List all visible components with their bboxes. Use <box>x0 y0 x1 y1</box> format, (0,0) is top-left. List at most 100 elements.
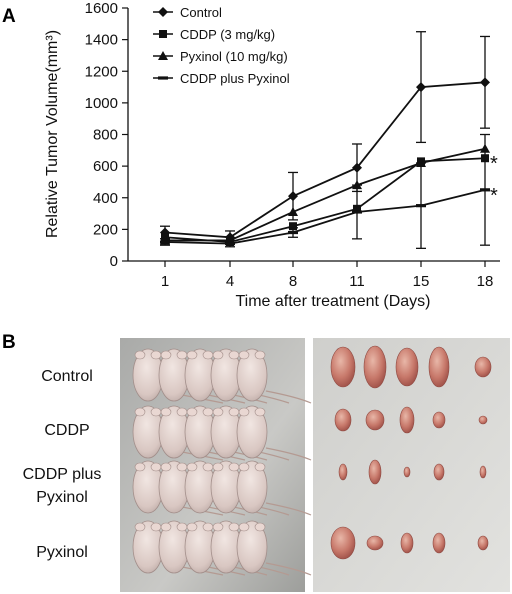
tumor <box>330 346 356 388</box>
series-line <box>164 157 486 243</box>
mouse-ear <box>254 462 266 472</box>
series-line <box>164 81 486 239</box>
mouse-ear <box>238 407 250 417</box>
mouse <box>236 405 268 459</box>
data-point <box>160 240 170 244</box>
data-point <box>288 191 298 202</box>
legend-item: CDDP plus Pyxinol <box>153 71 290 86</box>
data-point <box>352 162 362 173</box>
mouse-ear <box>160 350 172 360</box>
row-label-combo-line2: Pyxinol <box>36 489 88 506</box>
mouse-row <box>132 405 312 461</box>
mouse-ear <box>254 350 266 360</box>
mouse-ear <box>202 462 214 472</box>
mouse <box>236 348 268 402</box>
tumor <box>428 346 450 388</box>
series-line <box>165 147 486 242</box>
data-point <box>158 76 168 80</box>
tumor-row <box>334 406 488 434</box>
series-line <box>164 188 486 245</box>
annotations: ** <box>490 153 498 207</box>
data-point <box>288 206 298 216</box>
mouse-ear <box>150 350 162 360</box>
legend-label: CDDP plus Pyxinol <box>180 71 290 86</box>
tumor <box>365 409 385 431</box>
y-axis-label: Relative Tumor Volume(mm³) <box>44 30 61 238</box>
mouse-ear <box>254 407 266 417</box>
mouse-ear <box>238 522 250 532</box>
x-axis-label: Time after treatment (Days) <box>235 293 430 310</box>
tumor <box>478 415 488 425</box>
series-layer <box>160 31 490 250</box>
y-tick-label: 1400 <box>85 32 118 49</box>
significance-star: * <box>490 153 498 175</box>
mouse-ear <box>238 462 250 472</box>
x-tick-label: 1 <box>161 273 169 290</box>
mouse-ear <box>238 350 250 360</box>
tumor <box>366 535 384 551</box>
legend-item: CDDP (3 mg/kg) <box>153 27 275 42</box>
data-point <box>352 210 362 214</box>
mouse-ear <box>186 407 198 417</box>
mouse-ear <box>134 407 146 417</box>
mouse-ear <box>212 462 224 472</box>
data-point <box>159 30 167 38</box>
mouse-ear <box>212 350 224 360</box>
mouse-ear <box>134 462 146 472</box>
legend-label: Pyxinol (10 mg/kg) <box>180 49 288 64</box>
mouse-ear <box>212 522 224 532</box>
tumor <box>400 532 414 554</box>
y-tick-label: 600 <box>93 158 118 175</box>
data-point <box>158 51 168 60</box>
row-label-cddp: CDDP <box>44 422 89 439</box>
mouse-ear <box>186 522 198 532</box>
y-tick-label: 1000 <box>85 95 118 112</box>
mouse-ear <box>150 407 162 417</box>
mouse-ear <box>160 522 172 532</box>
mouse-row <box>132 348 312 404</box>
y-tick-label: 1200 <box>85 63 118 80</box>
mouse-ear <box>134 350 146 360</box>
mouse-rows <box>132 348 312 576</box>
tumor-photo <box>313 338 510 592</box>
mouse-ear <box>160 462 172 472</box>
mouse-ear <box>212 407 224 417</box>
mouse-ear <box>202 350 214 360</box>
y-ticks: 0 200 400 600 800 1000 1200 1400 1600 <box>85 0 128 270</box>
y-tick-label: 1600 <box>85 0 118 17</box>
mouse-ear <box>176 522 188 532</box>
mouse-tail <box>265 447 312 461</box>
legend: Control CDDP (3 mg/kg) Pyxinol (10 mg/kg) C… <box>153 5 290 86</box>
data-point <box>480 188 490 192</box>
tumor <box>432 532 446 554</box>
series-cddp-plus-pyxinol <box>160 133 490 250</box>
data-point <box>416 204 426 208</box>
mouse-ear <box>176 407 188 417</box>
panel-a-letter: A <box>2 6 16 27</box>
tumor <box>395 347 419 387</box>
mouse-tail <box>265 390 312 404</box>
mouse-ear <box>202 407 214 417</box>
x-tick-label: 8 <box>289 273 297 290</box>
tumor <box>334 408 352 432</box>
row-label-combo-line1: CDDP plus <box>23 466 102 483</box>
tumor-row <box>338 459 487 485</box>
mouse-ear <box>186 350 198 360</box>
mouse-ear <box>150 462 162 472</box>
mouse-ear <box>186 462 198 472</box>
legend-item: Pyxinol (10 mg/kg) <box>153 49 288 64</box>
mouse <box>236 520 268 574</box>
mouse-ear <box>150 522 162 532</box>
x-tick-label: 18 <box>477 273 494 290</box>
tumor <box>363 345 387 389</box>
mouse-ear <box>228 522 240 532</box>
tumor <box>479 465 487 479</box>
legend-label: CDDP (3 mg/kg) <box>180 27 275 42</box>
x-tick-label: 15 <box>413 273 430 290</box>
panel-b-letter: B <box>2 332 16 353</box>
mouse-ear <box>228 462 240 472</box>
mouse-ear <box>202 522 214 532</box>
data-point <box>158 7 168 17</box>
tumor <box>399 406 415 434</box>
tumor <box>330 526 356 560</box>
